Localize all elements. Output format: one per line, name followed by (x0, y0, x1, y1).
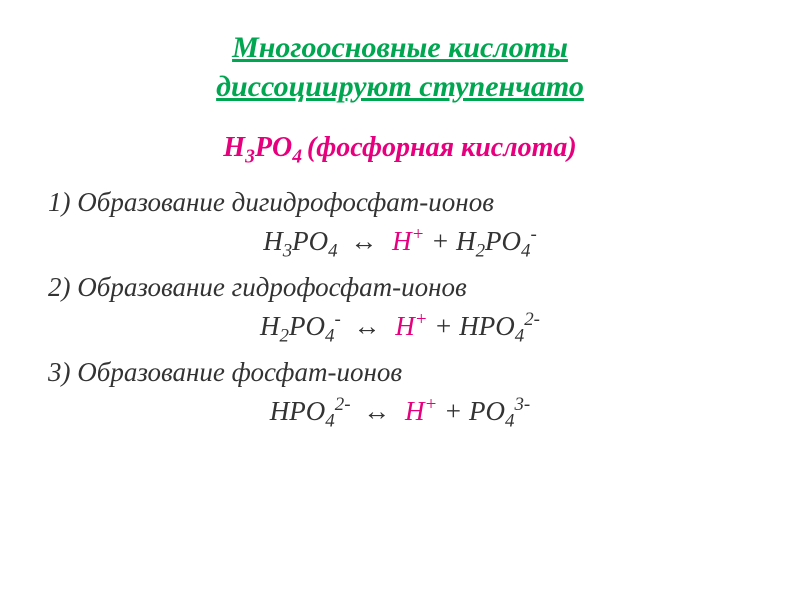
equation-3: HPO42- ↔ H+ + PO43- (40, 394, 760, 432)
eq3-po: PO (469, 396, 505, 426)
eq3-plus: + (437, 396, 469, 426)
subtitle-po: PO (255, 132, 292, 163)
eq1-hion-sup: + (412, 224, 425, 245)
eq2-arrow: ↔ (348, 311, 389, 341)
eq3-arrow: ↔ (357, 396, 398, 426)
eq1-h2: H (456, 226, 476, 256)
eq3-sub4: 4 (325, 411, 334, 432)
eq2-sub2: 2 (280, 325, 289, 346)
eq3-hion: H+ (405, 396, 437, 426)
eq3-hpo: HPO (270, 396, 326, 426)
eq1-hion-h: H (392, 226, 412, 256)
eq1-sub4b: 4 (521, 240, 530, 261)
eq1-h: H (263, 226, 283, 256)
eq1-sub4: 4 (328, 240, 337, 261)
eq2-hion: H+ (395, 311, 427, 341)
eq2-supminus: - (334, 309, 340, 330)
equation-1: H3PO4 ↔ H+ + H2PO4- (40, 224, 760, 262)
subtitle-sub4: 4 (292, 147, 307, 168)
eq1-arrow: ↔ (344, 226, 385, 256)
eq2-hion-sup: + (415, 309, 428, 330)
eq2-sup2minus: 2- (524, 309, 540, 330)
eq1-hion: H+ (392, 226, 424, 256)
equation-2: H2PO4- ↔ H+ + HPO42- (40, 309, 760, 347)
eq3-sup2minus: 2- (335, 394, 351, 415)
eq1-plus: + (424, 226, 456, 256)
eq2-po: PO (289, 311, 325, 341)
slide-title: Многоосновные кислоты диссоциируют ступе… (40, 28, 760, 106)
title-line-1: Многоосновные кислоты (232, 31, 568, 64)
slide-subtitle: H3PO4 (фосфорная кислота) (40, 132, 760, 169)
title-line-2: диссоциируют ступенчато (216, 70, 584, 103)
subtitle-sub3: 3 (245, 147, 255, 168)
eq2-sub4b: 4 (515, 325, 524, 346)
eq3-sup3minus: 3- (514, 394, 530, 415)
eq2-hion-h: H (395, 311, 415, 341)
eq3-hion-sup: + (425, 394, 438, 415)
eq2-plus: + (428, 311, 460, 341)
step-1-label: 1) Образование дигидрофосфат-ионов (40, 187, 760, 218)
eq2-hpo: HPO (459, 311, 515, 341)
subtitle-rest: (фосфорная кислота) (307, 132, 577, 163)
eq1-po2: PO (485, 226, 521, 256)
eq2-h: H (260, 311, 280, 341)
eq1-po: PO (292, 226, 328, 256)
step-2-label: 2) Образование гидрофосфат-ионов (40, 272, 760, 303)
eq1-sub2: 2 (476, 240, 485, 261)
eq1-supminus: - (531, 224, 537, 245)
step-3-label: 3) Образование фосфат-ионов (40, 357, 760, 388)
eq3-hion-h: H (405, 396, 425, 426)
eq1-sub3: 3 (283, 240, 292, 261)
subtitle-h: H (223, 132, 245, 163)
